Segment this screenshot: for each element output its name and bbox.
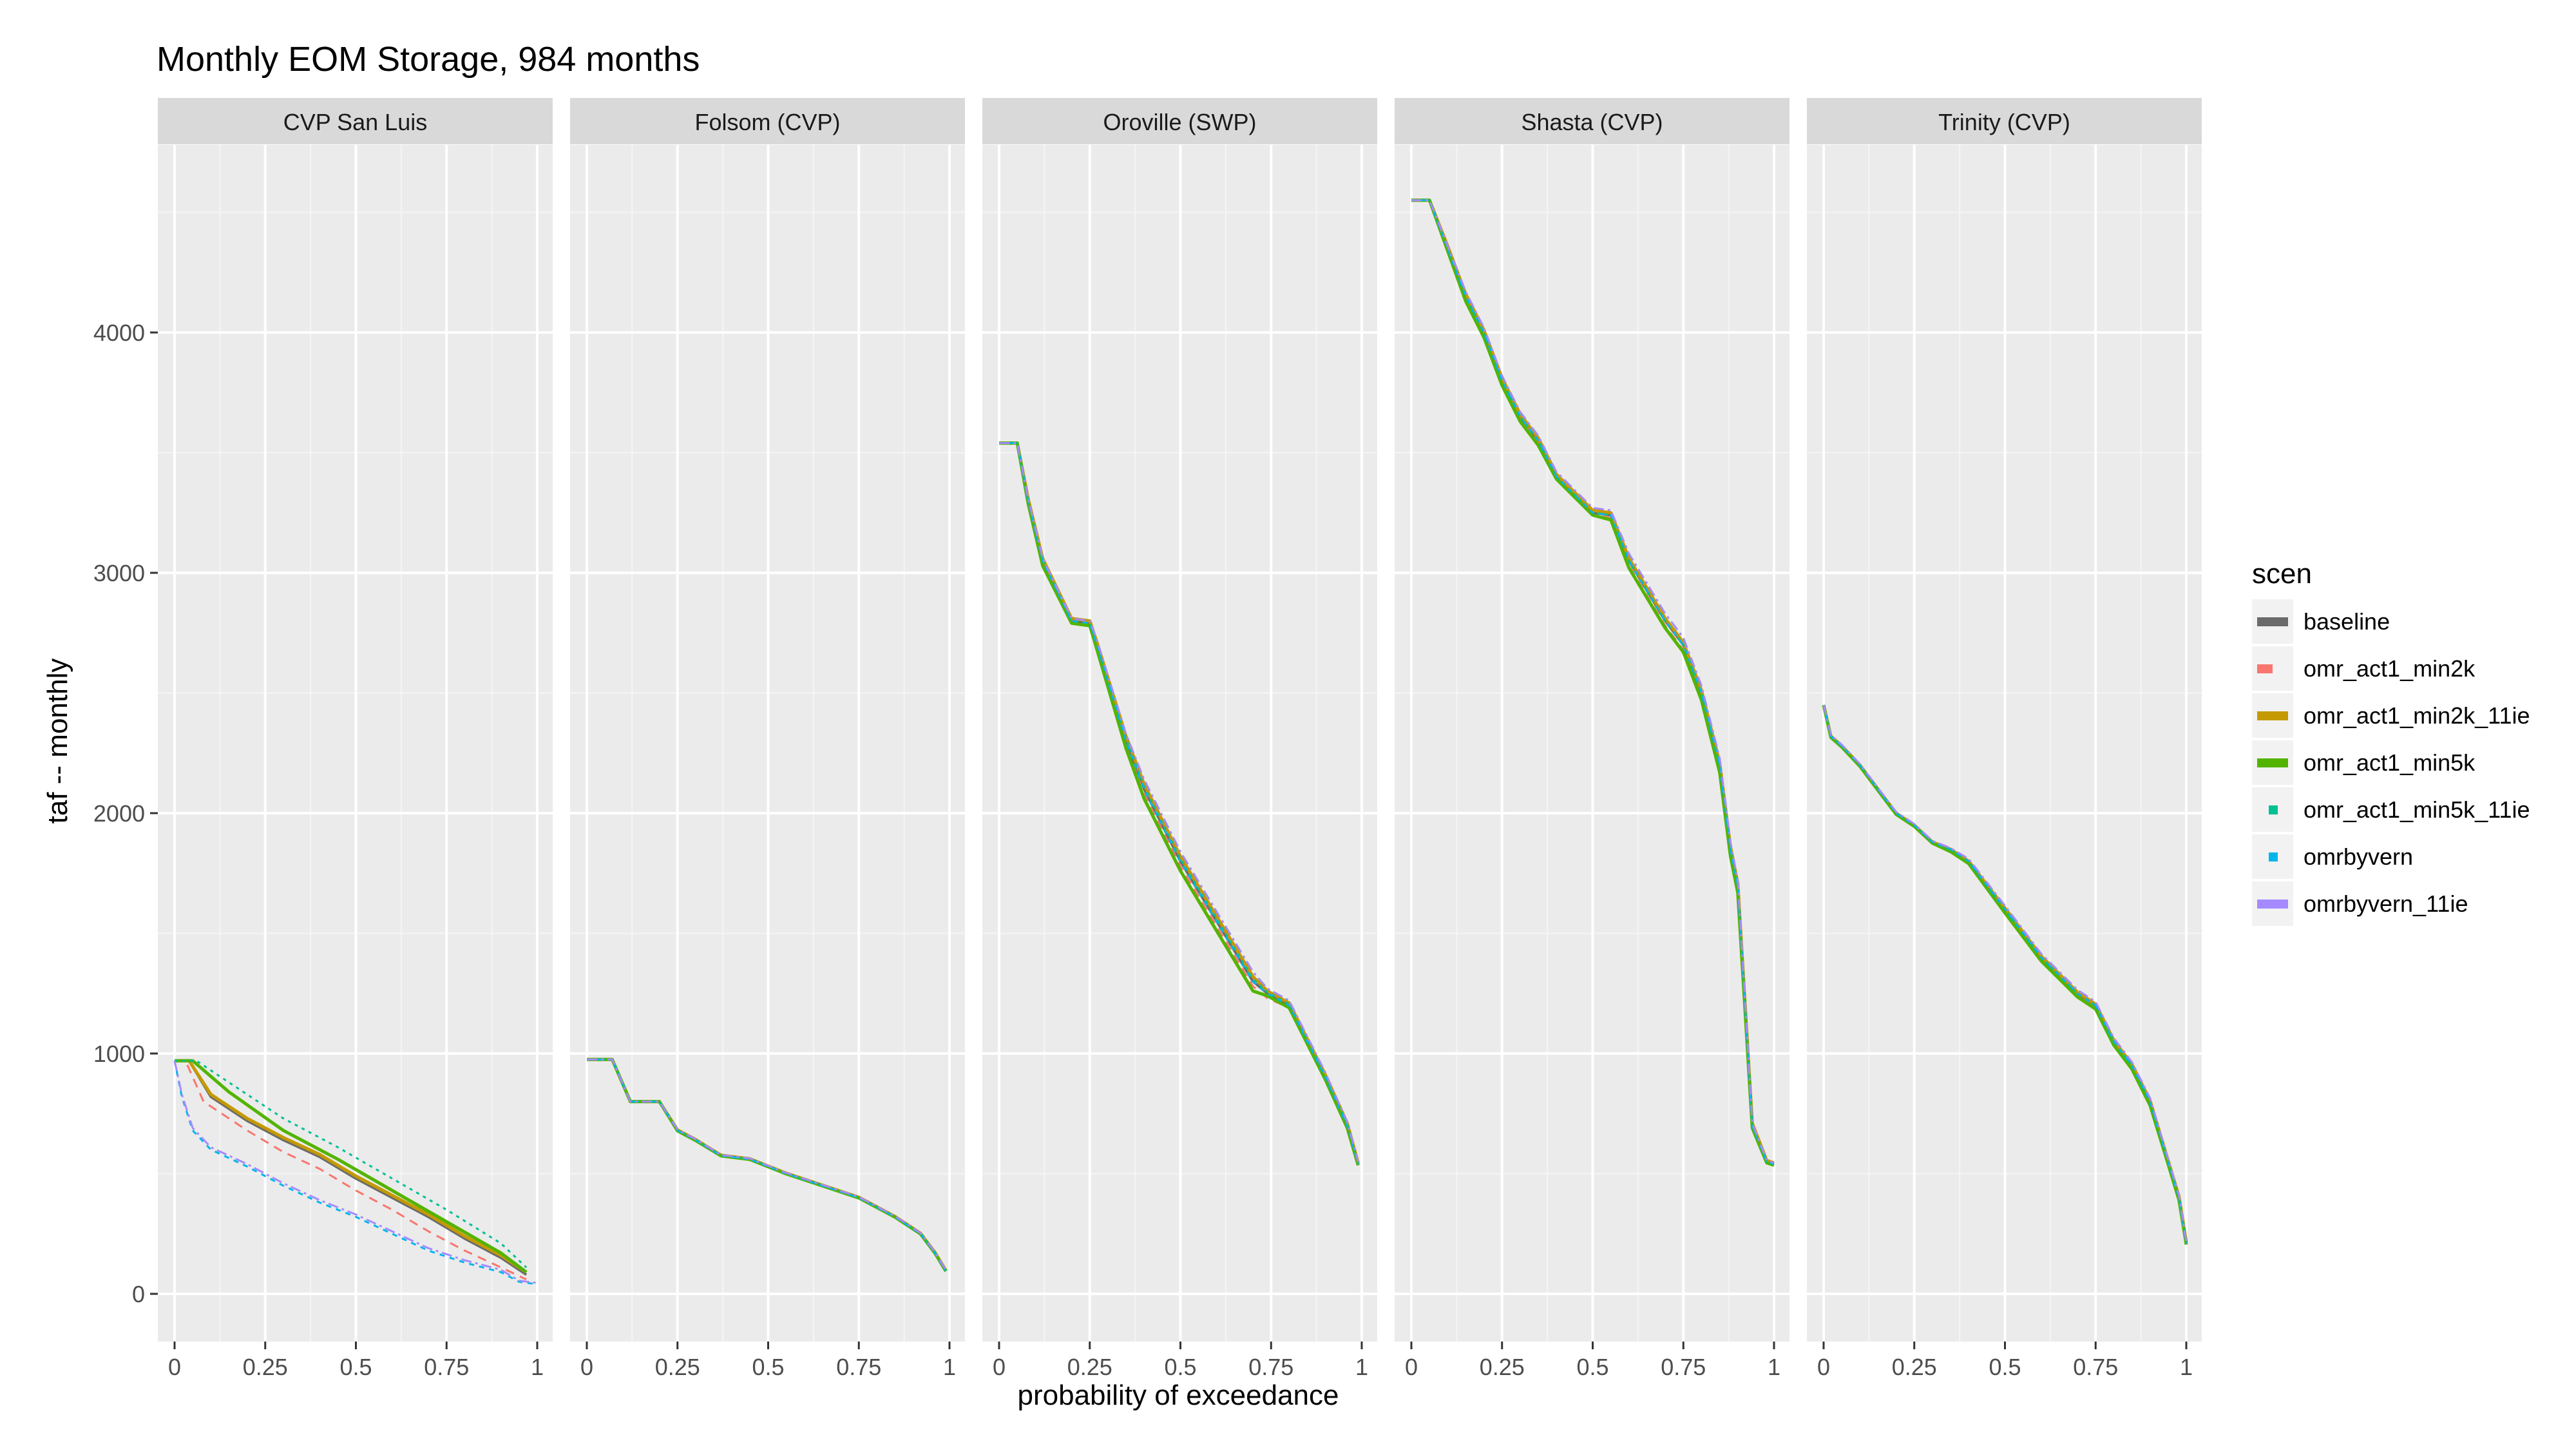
legend-label: omr_act1_min5k <box>2304 749 2476 776</box>
series-line-omrbyvern-11ie <box>587 1058 947 1271</box>
x-tick-label: 1 <box>1768 1354 1780 1380</box>
legend-label: omr_act1_min5k_11ie <box>2304 796 2530 823</box>
series-line-omr-act1-min2k <box>999 442 1359 1166</box>
facet-strip <box>1807 98 2202 144</box>
y-tick-label: 3000 <box>93 560 145 586</box>
legend-key-omr-act1-min5k-11ie <box>2269 805 2278 814</box>
legend-label: omr_act1_min2k <box>2304 655 2476 682</box>
series-line-omrbyvern-11ie <box>173 1060 538 1284</box>
x-tick-label: 1 <box>531 1354 544 1380</box>
x-tick-label: 1 <box>2180 1354 2193 1380</box>
facet-strip <box>570 98 965 144</box>
y-tick-label: 2000 <box>93 800 145 827</box>
x-tick-label: 0.75 <box>836 1354 881 1380</box>
x-tick-label: 0.75 <box>424 1354 469 1380</box>
legend-key-omrbyvern-11ie <box>2257 900 2288 909</box>
panel-oroville-swp: Oroville (SWP) 0 0.25 0.5 0.75 1 <box>982 98 1377 1380</box>
panel-folsom-cvp: Folsom (CVP) 0 0.25 0.5 0.75 1 <box>570 98 965 1380</box>
x-tick-label: 0.5 <box>752 1354 784 1380</box>
x-tick-label: 0.25 <box>243 1354 288 1380</box>
x-tick-label: 0.5 <box>1989 1354 2021 1380</box>
x-tick-label: 0 <box>1817 1354 1830 1380</box>
panel-cvp-san-luis: CVP San Luis 0 0.25 0.5 0.75 1 0 1000 2000 3000 40… <box>93 98 553 1380</box>
panel-trinity-cvp: Trinity (CVP) 0 0.25 0.5 0.75 1 <box>1807 98 2202 1380</box>
legend-label: omr_act1_min2k_11ie <box>2304 702 2530 729</box>
legend-title: scen <box>2252 558 2312 590</box>
x-tick-label: 0.25 <box>1892 1354 1937 1380</box>
legend-key-omrbyvern <box>2269 852 2278 861</box>
series-line-omrbyvern-11ie <box>999 442 1359 1162</box>
x-axis-label: probability of exceedance <box>1018 1380 1339 1411</box>
facet-strip-label: Oroville (SWP) <box>1103 109 1256 135</box>
legend-label: omrbyvern_11ie <box>2304 890 2468 917</box>
x-tick-label: 0 <box>1405 1354 1418 1380</box>
x-tick-label: 1 <box>943 1354 956 1380</box>
series-line-omrbyvern-11ie <box>1822 704 2188 1243</box>
facet-strip-label: CVP San Luis <box>283 109 427 135</box>
x-tick-label: 0.5 <box>1164 1354 1196 1380</box>
x-tick-label: 0.5 <box>339 1354 372 1380</box>
legend-label: omrbyvern <box>2304 843 2413 870</box>
x-tick-label: 0.75 <box>1248 1354 1293 1380</box>
series-line-omrbyvern <box>173 1060 538 1285</box>
x-tick-label: 0.25 <box>1067 1354 1112 1380</box>
x-tick-label: 0 <box>993 1354 1006 1380</box>
series-line-omrbyvern <box>1822 704 2188 1244</box>
y-tick-label: 0 <box>132 1281 145 1307</box>
x-tick-label: 0.25 <box>1480 1354 1525 1380</box>
legend-key-omr-act1-min2k <box>2257 664 2273 673</box>
legend-label: baseline <box>2304 608 2390 635</box>
chart-title: Monthly EOM Storage, 984 months <box>157 40 700 79</box>
facet-strip-label: Folsom (CVP) <box>694 109 840 135</box>
facet-strip-label: Trinity (CVP) <box>1938 109 2070 135</box>
x-tick-label: 0.25 <box>655 1354 700 1380</box>
series-line-omr-act1-min5k-11ie <box>175 1059 528 1269</box>
y-tick-label: 4000 <box>93 320 145 346</box>
y-axis-label: taf -- monthly <box>42 659 73 824</box>
series-line-omr-act1-min5k <box>999 441 1360 1166</box>
x-tick-label: 0.5 <box>1576 1354 1608 1380</box>
legend-key-omr-act1-min2k-11ie <box>2257 711 2288 720</box>
facet-strip <box>158 98 553 144</box>
series-line-omrbyvern-11ie <box>1411 199 1775 1164</box>
x-tick-label: 1 <box>1355 1354 1368 1380</box>
series-line-omr-act1-min5k <box>175 1059 528 1274</box>
facet-strip <box>982 98 1377 144</box>
y-tick-label: 1000 <box>93 1041 145 1067</box>
legend-key-baseline <box>2257 617 2288 626</box>
legend-key-omr-act1-min5k <box>2257 758 2288 767</box>
series-line-omr-act1-min5k-11ie <box>1411 199 1775 1166</box>
x-tick-label: 0.75 <box>1661 1354 1706 1380</box>
facet-strip-label: Shasta (CVP) <box>1521 109 1663 135</box>
x-tick-label: 0.75 <box>2073 1354 2118 1380</box>
legend: scen baseline omr_act1_min2k omr_act1_min2… <box>2252 558 2530 926</box>
facet-strip <box>1395 98 1789 144</box>
series-line-omr-act1-min2k-11ie <box>175 1059 528 1274</box>
x-tick-label: 0 <box>580 1354 593 1380</box>
x-tick-label: 0 <box>168 1354 181 1380</box>
series-line-omr-act1-min2k <box>175 1059 527 1280</box>
panel-shasta-cvp: Shasta (CVP) 0 0.25 0.5 0.75 1 <box>1395 98 1789 1380</box>
